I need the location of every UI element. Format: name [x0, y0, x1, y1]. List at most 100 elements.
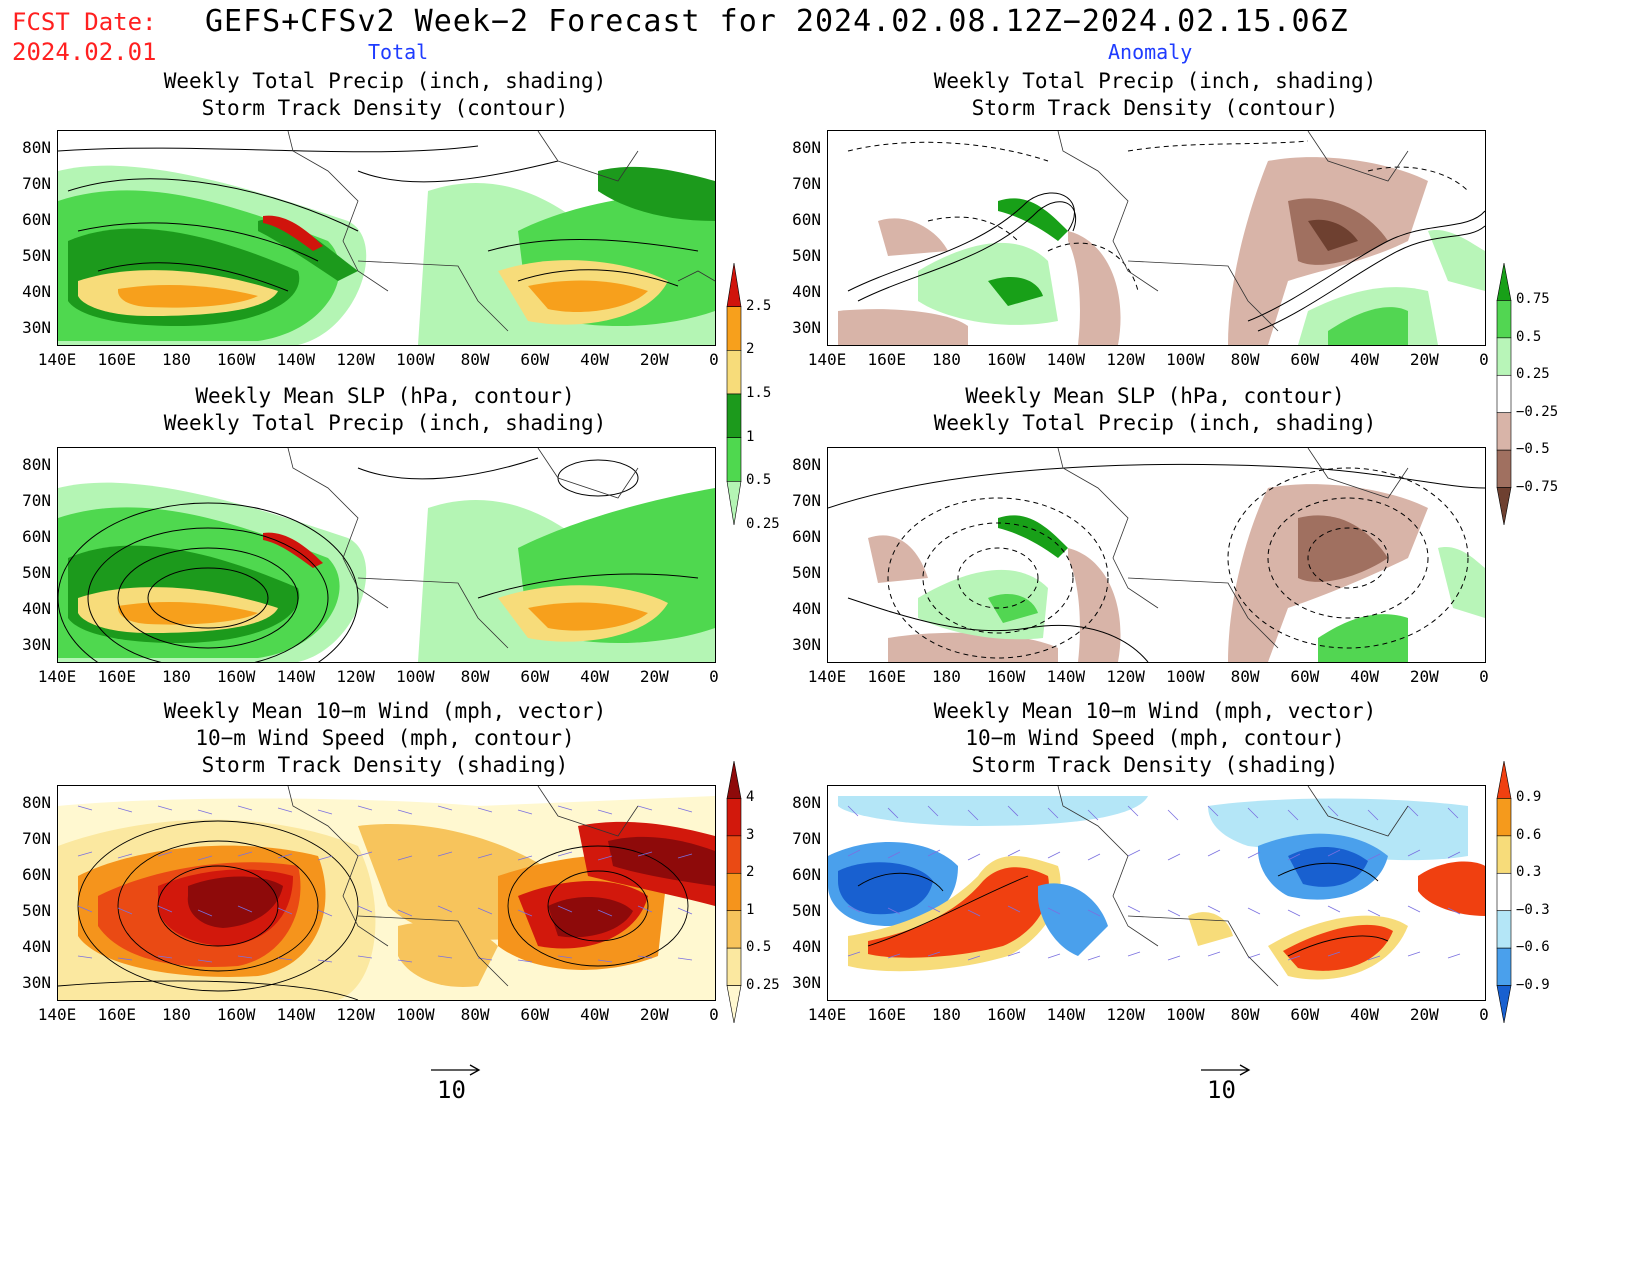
lon-tick-label: 160E [867, 1005, 906, 1024]
colorbar-precip-total [726, 262, 742, 526]
lon-tick-label: 160W [216, 667, 256, 686]
colorbar-precip-anomaly [1496, 262, 1512, 526]
lat-tick-label: 30N [22, 635, 51, 654]
panel-1-title: Weekly Total Precip (inch, shading) Storm… [163, 69, 607, 120]
lon-tick-label: 100W [1166, 1005, 1205, 1024]
colorbar-storm-anomaly [1496, 760, 1512, 1024]
lon-tick-label: 160W [216, 350, 256, 369]
colorbar-label: 0.25 [746, 976, 780, 993]
colorbar-label: 0.5 [746, 472, 772, 489]
lon-tick-label: 180 [162, 350, 191, 369]
lat-tick-label: 70N [792, 829, 821, 848]
reference-vector-total [430, 1062, 482, 1081]
colorbar-label: 0.75 [1516, 291, 1550, 308]
lon-tick-label: 80W [460, 350, 490, 369]
lon-tick-label: 160E [867, 667, 906, 686]
lat-tick-label: 70N [22, 491, 51, 510]
lat-tick-label: 50N [22, 563, 51, 582]
lon-tick-label: 100W [396, 350, 435, 369]
lat-tick-label: 30N [22, 318, 51, 337]
lon-tick-label: 120W [336, 350, 375, 369]
lon-tick-label: 20W [639, 350, 669, 369]
lon-tick-label: 40W [1350, 667, 1379, 686]
colorbar-swatch [1496, 798, 1512, 837]
lat-tick-label: 30N [792, 973, 821, 992]
lon-tick-label: 180 [932, 667, 961, 686]
colorbar-swatch [726, 262, 742, 307]
lon-tick-label: 180 [932, 350, 961, 369]
map-precip-anomaly [827, 130, 1486, 346]
lon-tick-label: 160E [97, 667, 136, 686]
colorbar-swatch [726, 872, 742, 912]
lon-tick-label: 140W [1046, 350, 1086, 369]
colorbar-swatch [726, 947, 742, 986]
lat-tick-label: 60N [792, 210, 821, 229]
lat-tick-label: 70N [792, 174, 821, 193]
colorbar-swatch [1496, 985, 1512, 1024]
lat-tick-label: 30N [792, 635, 821, 654]
colorbar-swatch [1496, 835, 1512, 874]
colorbar-swatch [726, 910, 742, 949]
reference-arrow-icon [1201, 1064, 1251, 1076]
colorbar-label: 2 [746, 864, 755, 881]
colorbar-swatch [1496, 760, 1512, 799]
colorbar-label: 2 [746, 341, 755, 358]
main-title: GEFS+CFSv2 Week−2 Forecast for 2024.02.0… [205, 4, 1349, 39]
lon-tick-label: 60W [1290, 667, 1320, 686]
lon-tick-label: 140W [276, 667, 316, 686]
lon-tick-label: 20W [1409, 1005, 1439, 1024]
lon-tick-label: 20W [639, 1005, 669, 1024]
panel-6-title: Weekly Mean 10−m Wind (mph, vector) 10−m … [933, 699, 1377, 777]
column-title-anomaly: Anomaly [1108, 40, 1193, 64]
lon-tick-label: 160W [986, 350, 1026, 369]
lon-tick-label: 160E [97, 1005, 136, 1024]
colorbar-label: −0.75 [1516, 478, 1559, 495]
lat-tick-label: 30N [22, 973, 51, 992]
lat-tick-label: 70N [792, 491, 821, 510]
colorbar-storm-total [726, 760, 742, 1024]
panel-5-title: Weekly Mean 10−m Wind (mph, vector) 10−m … [163, 699, 607, 777]
lon-tick-label: 60W [1290, 350, 1320, 369]
colorbar-swatch [1496, 910, 1512, 949]
colorbar-label: 0.25 [1516, 366, 1550, 383]
lon-tick-label: 40W [1350, 1005, 1379, 1024]
lon-tick-label: 100W [396, 1005, 435, 1024]
lon-tick-label: 140E [37, 350, 77, 369]
lat-tick-label: 60N [792, 865, 821, 884]
lon-tick-label: 140E [807, 667, 847, 686]
lon-tick-label: 20W [1409, 350, 1439, 369]
lon-tick-label: 100W [396, 667, 435, 686]
colorbar-label: 0.6 [1516, 826, 1542, 843]
lon-tick-label: 180 [932, 1005, 961, 1024]
lon-tick-label: 160E [97, 350, 136, 369]
lat-tick-label: 80N [22, 455, 51, 474]
lon-tick-label: 160W [216, 1005, 256, 1024]
reference-arrow-icon [431, 1064, 481, 1076]
colorbar-label: 0.5 [746, 939, 772, 956]
lat-tick-label: 80N [792, 138, 821, 157]
colorbar-swatch [726, 350, 742, 395]
map-precip-total [57, 130, 716, 346]
lon-tick-label: 0 [1479, 1005, 1489, 1024]
lat-tick-label: 80N [792, 455, 821, 474]
colorbar-swatch [726, 985, 742, 1024]
lon-tick-label: 140W [276, 350, 316, 369]
lon-tick-label: 0 [1479, 667, 1489, 686]
lon-tick-label: 40W [580, 1005, 609, 1024]
lon-tick-label: 60W [520, 1005, 550, 1024]
colorbar-label: 0.9 [1516, 789, 1542, 806]
colorbar-swatch [726, 760, 742, 799]
lon-tick-label: 140E [807, 350, 847, 369]
map-slp-total [57, 447, 716, 663]
lat-tick-label: 50N [792, 246, 821, 265]
lon-tick-label: 120W [1106, 667, 1145, 686]
colorbar-label: −0.3 [1516, 901, 1550, 918]
colorbar-label: −0.25 [1516, 403, 1559, 420]
lon-tick-label: 80W [460, 667, 490, 686]
lat-tick-label: 80N [792, 793, 821, 812]
lon-tick-label: 100W [1166, 350, 1205, 369]
lat-tick-label: 50N [792, 563, 821, 582]
lat-tick-label: 80N [22, 793, 51, 812]
lon-tick-label: 20W [1409, 667, 1439, 686]
lat-tick-label: 40N [792, 937, 821, 956]
